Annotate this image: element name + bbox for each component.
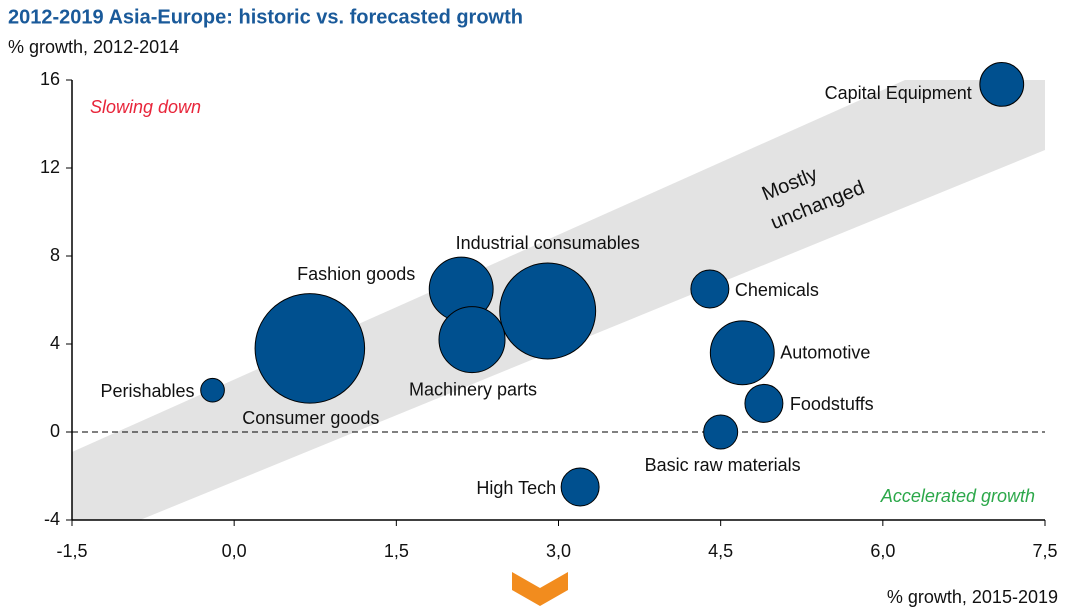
bubble <box>254 293 366 404</box>
bubble <box>499 262 597 360</box>
annotation: Slowing down <box>90 97 201 117</box>
bubble-label: Automotive <box>780 343 870 363</box>
y-tick-label: 8 <box>50 245 60 265</box>
bubble-label: Machinery parts <box>409 379 537 399</box>
x-axis-title: % growth, 2015-2019 <box>887 587 1058 607</box>
bubble <box>709 320 775 386</box>
y-tick-label: 16 <box>40 69 60 89</box>
y-axis-title: % growth, 2012-2014 <box>8 37 179 57</box>
bubble-label: Perishables <box>100 381 194 401</box>
x-tick-label: 3,0 <box>546 541 571 561</box>
bubble <box>690 269 730 309</box>
bubble-label: Chemicals <box>735 280 819 300</box>
y-tick-label: 12 <box>40 157 60 177</box>
y-tick-label: -4 <box>44 509 60 529</box>
bubble <box>744 383 784 423</box>
x-tick-label: 0,0 <box>222 541 247 561</box>
y-tick-label: 4 <box>50 333 60 353</box>
bubble-label: Basic raw materials <box>645 455 801 475</box>
x-tick-label: -1,5 <box>56 541 87 561</box>
x-tick-label: 1,5 <box>384 541 409 561</box>
bubble <box>979 61 1025 107</box>
bubble <box>438 306 506 374</box>
bubble <box>560 467 600 507</box>
annotation: Accelerated growth <box>880 486 1035 506</box>
bubble-label: Consumer goods <box>242 408 379 428</box>
x-tick-label: 6,0 <box>870 541 895 561</box>
bubble-label: Foodstuffs <box>790 394 874 414</box>
bubble <box>200 377 225 403</box>
bubble-label: Fashion goods <box>297 264 415 284</box>
bubble-label: High Tech <box>476 478 556 498</box>
bubble <box>703 414 739 450</box>
chart-title: 2012-2019 Asia-Europe: historic vs. fore… <box>8 6 523 28</box>
chevron-icon <box>512 572 568 606</box>
x-tick-label: 7,5 <box>1032 541 1057 561</box>
bubble-label: Industrial consumables <box>456 233 640 253</box>
bubble-label: Capital Equipment <box>825 83 972 103</box>
x-tick-label: 4,5 <box>708 541 733 561</box>
y-tick-label: 0 <box>50 421 60 441</box>
